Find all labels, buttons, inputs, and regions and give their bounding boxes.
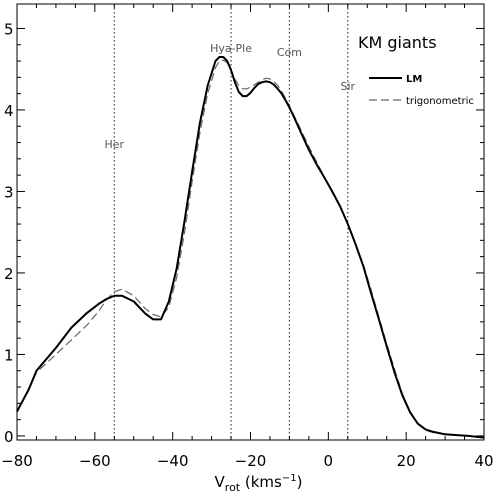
x-axis-title-unit: (kms — [240, 473, 282, 491]
y-tick-label: 2 — [4, 265, 14, 283]
y-tick-label: 3 — [4, 183, 14, 201]
x-tick-label: 0 — [324, 452, 334, 470]
y-tick-label: 4 — [4, 102, 14, 120]
y-tick-label: 1 — [4, 346, 14, 364]
legend-label-trigonometric: trigonometric — [406, 96, 474, 107]
y-tick-label: 5 — [4, 20, 14, 38]
x-tick-label: −40 — [157, 452, 189, 470]
reference-label-hya-ple: Hya-Ple — [210, 42, 252, 55]
series-line-lm — [16, 56, 485, 439]
x-tick-label: 40 — [474, 452, 493, 470]
series-line-trigonometric — [16, 59, 485, 439]
reference-label-com: Com — [277, 46, 302, 59]
reference-line-labels: Her Hya-Ple Com Sir — [105, 42, 356, 151]
axis-tick-labels: −80 −60 −40 −20 0 20 40 0 1 2 3 4 5 — [1, 20, 493, 470]
x-axis-title-main: V — [215, 473, 226, 491]
chart-title: KM giants — [358, 33, 437, 52]
x-tick-label: −20 — [235, 452, 267, 470]
x-axis-title-subscript: rot — [225, 481, 241, 493]
y-tick-label: 0 — [4, 428, 14, 446]
x-tick-label: −60 — [79, 452, 111, 470]
legend-label-lm: LM — [406, 74, 422, 85]
axis-ticks — [16, 4, 485, 440]
x-tick-label: 20 — [397, 452, 416, 470]
x-axis-title-superscript: −1 — [282, 473, 297, 484]
x-axis-title-close: ) — [297, 473, 303, 491]
reference-label-sir: Sir — [341, 80, 356, 93]
series-layer — [16, 56, 485, 439]
plot-frame — [16, 3, 485, 441]
x-axis-title: Vrot (kms−1) — [215, 473, 303, 493]
reference-lines — [113, 4, 349, 440]
reference-label-her: Her — [105, 138, 125, 151]
x-tick-label: −80 — [1, 452, 33, 470]
legend: KM giants LM trigonometric — [358, 33, 474, 107]
